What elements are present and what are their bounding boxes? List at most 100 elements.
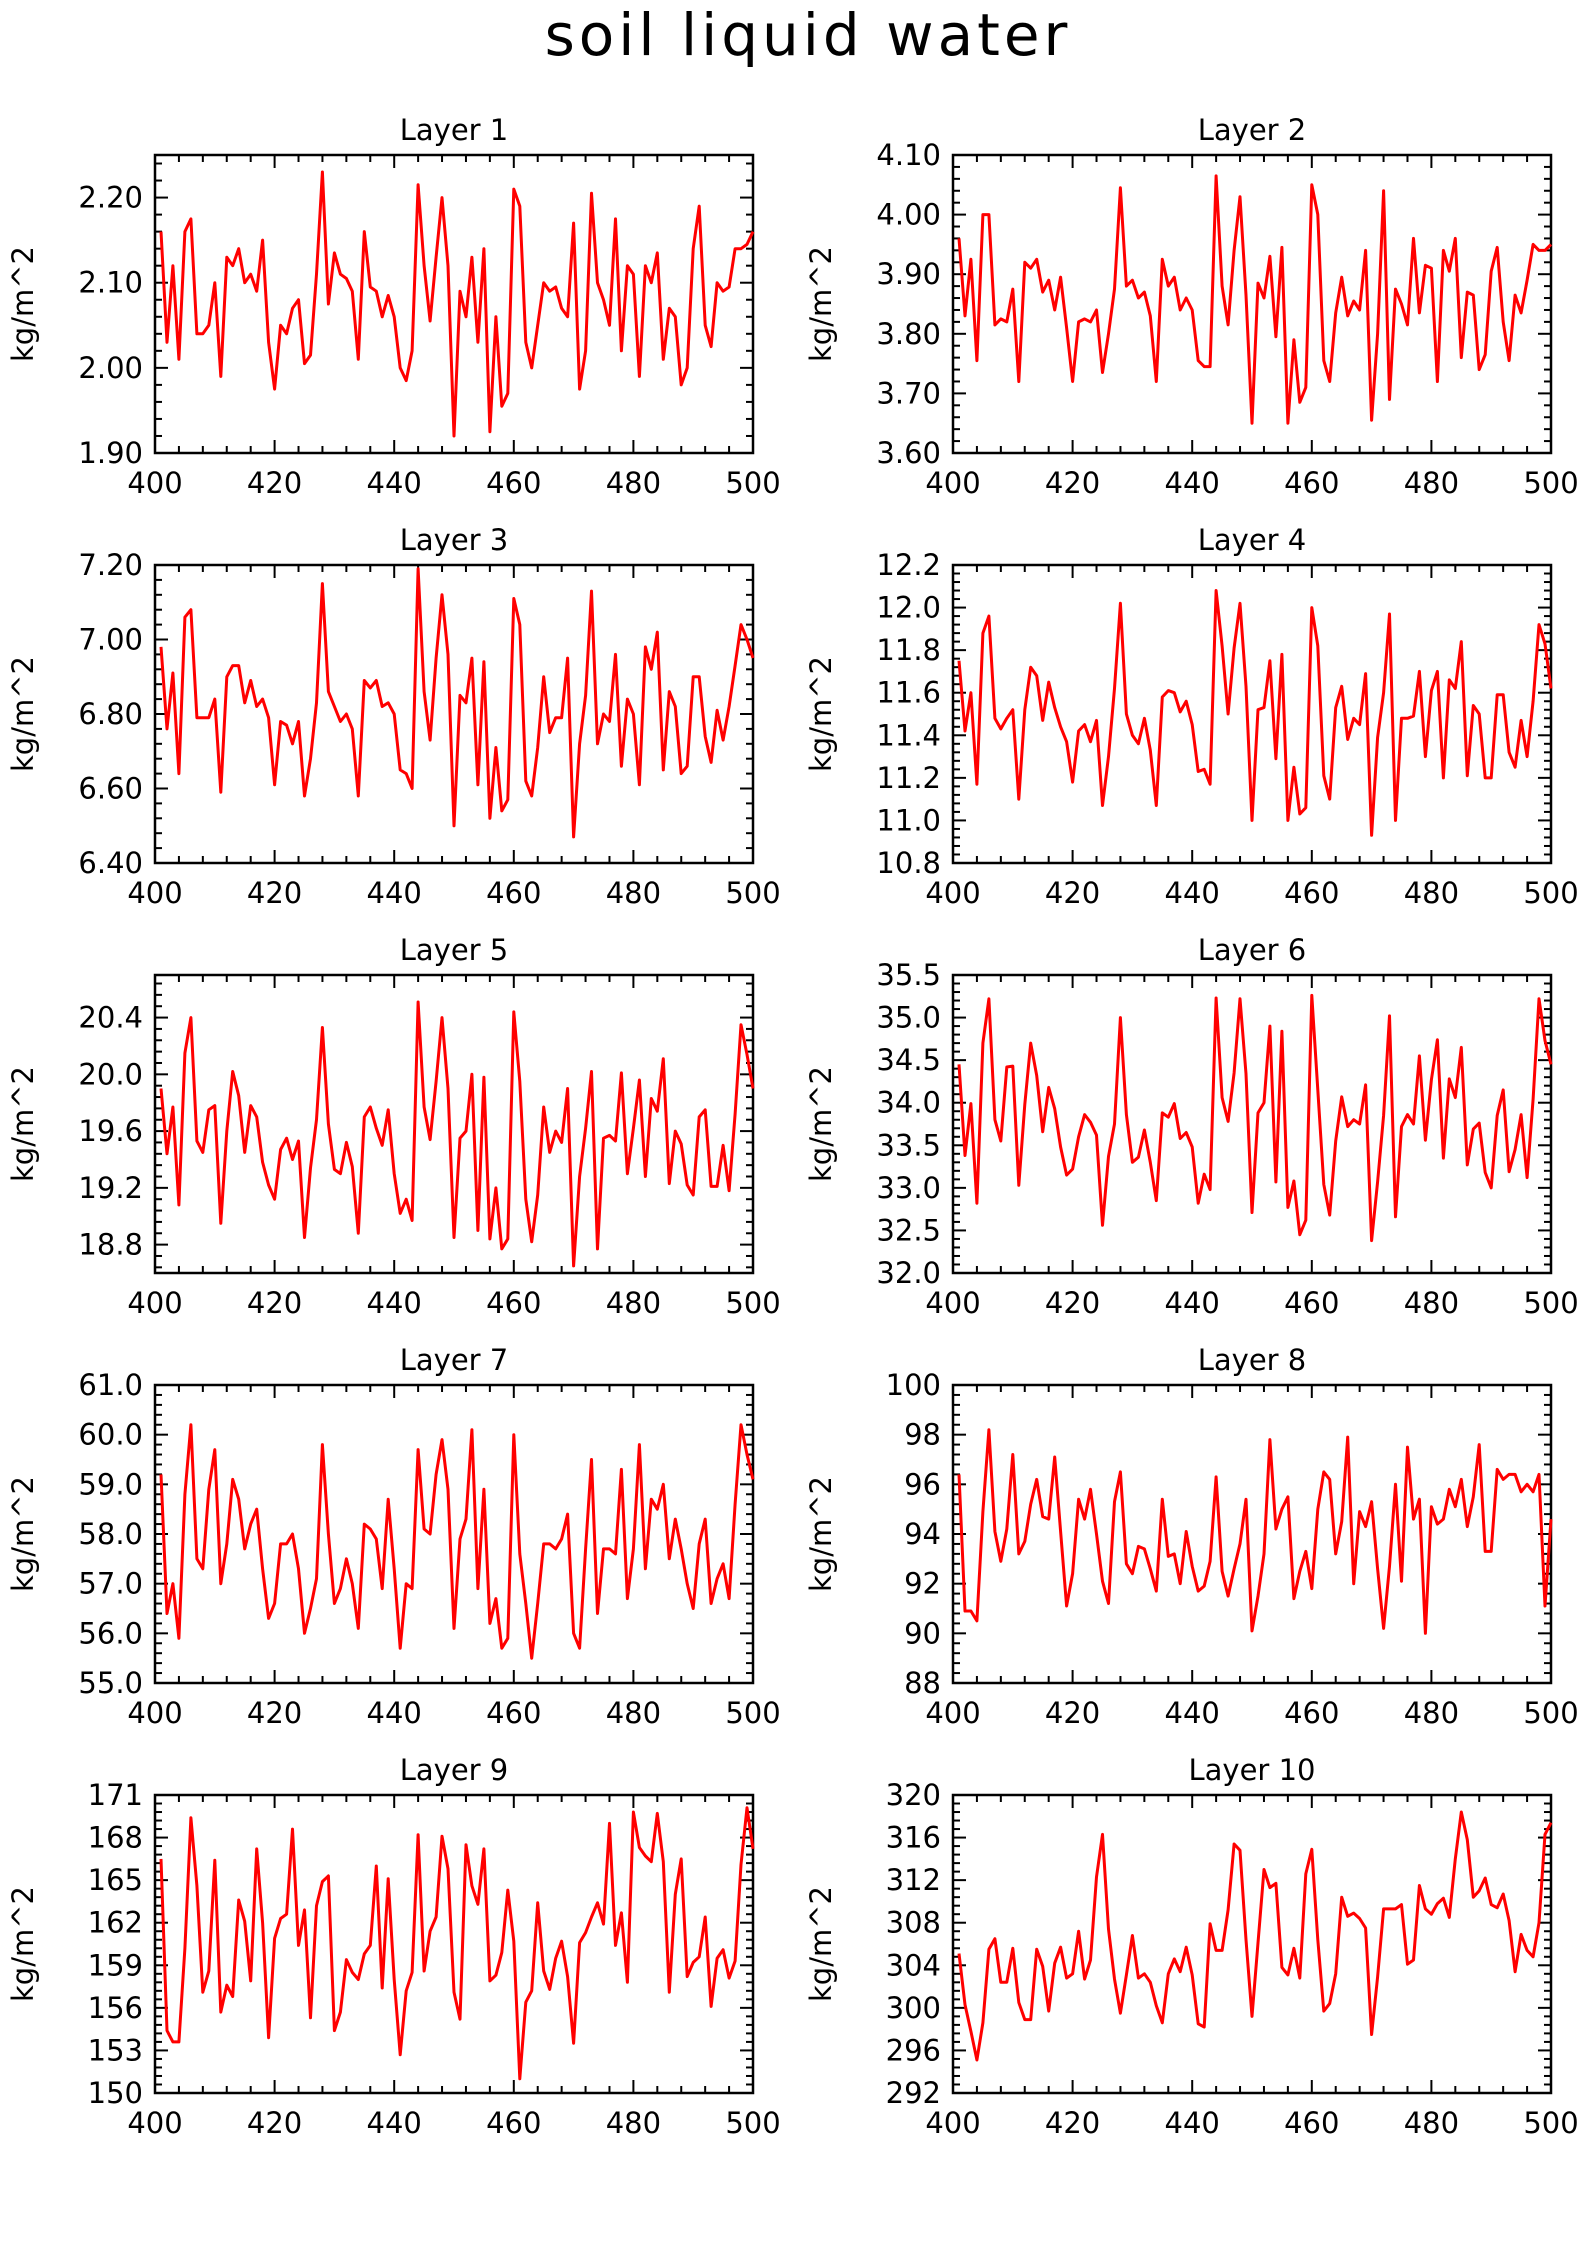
y-tick-label: 165 [88, 1863, 143, 1897]
x-tick-label: 420 [1045, 1286, 1100, 1320]
x-tick-label: 420 [1045, 466, 1100, 500]
y-tick-label: 12.0 [876, 591, 941, 625]
panel-layer-3: Layer 3 400 420 440 460 480 500 6.40 6.60 6.80 7.0… [6, 523, 781, 910]
panel-layer-10: Layer 10 400 420 440 460 480 500 292 296 300 304 30… [804, 1753, 1579, 2140]
plot-frame [153, 153, 755, 455]
x-tick-label: 440 [367, 876, 422, 910]
y-tick-label: 10.8 [876, 846, 941, 880]
y-axis-label: kg/m^2 [804, 1066, 838, 1182]
x-tick-label: 420 [1045, 2106, 1100, 2140]
x-tick-label: 440 [1165, 466, 1220, 500]
y-tick-label: 56.0 [78, 1616, 143, 1650]
x-tick-label: 480 [606, 876, 661, 910]
y-tick-label: 11.2 [876, 761, 941, 795]
x-tick-label: 500 [725, 876, 780, 910]
y-tick-label: 320 [886, 1778, 941, 1812]
x-tick-label: 440 [367, 2106, 422, 2140]
y-tick-label: 153 [88, 2033, 143, 2067]
panel-title: Layer 2 [1198, 113, 1307, 147]
y-tick-label: 3.70 [876, 376, 941, 410]
x-tick-label: 460 [486, 876, 541, 910]
x-tick-label: 420 [247, 466, 302, 500]
y-tick-label: 19.6 [78, 1114, 143, 1148]
x-tick-label: 500 [725, 1696, 780, 1730]
panel-layer-8: Layer 8 400 420 440 460 480 500 88 90 92 94 96 98 100… [804, 1343, 1579, 1730]
panel-layer-5: Layer 5 400 420 440 460 480 500 18.8 19.2 19.6 20.… [6, 933, 781, 1320]
x-tick-label: 400 [925, 466, 980, 500]
y-tick-label: 94 [904, 1517, 941, 1551]
y-tick-label: 300 [886, 1991, 941, 2025]
series-line [957, 1428, 1553, 1635]
y-tick-label: 308 [886, 1906, 941, 1940]
x-tick-label: 440 [1165, 1286, 1220, 1320]
x-tick-label: 400 [925, 2106, 980, 2140]
plot-frame [951, 1383, 1553, 1685]
y-tick-label: 35.0 [876, 1001, 941, 1035]
y-tick-label: 35.5 [876, 958, 941, 992]
x-tick-label: 480 [606, 466, 661, 500]
y-tick-label: 90 [904, 1616, 941, 1650]
panel-layer-6: Layer 6 400 420 440 460 480 500 32.0 32.5 33.0 33.… [804, 933, 1579, 1320]
y-tick-label: 18.8 [78, 1228, 143, 1262]
y-axis-label: kg/m^2 [804, 1476, 838, 1592]
x-tick-label: 500 [1523, 2106, 1578, 2140]
x-tick-label: 440 [367, 466, 422, 500]
x-tick-label: 460 [1284, 876, 1339, 910]
y-tick-label: 96 [904, 1467, 941, 1501]
panel-layer-2: Layer 2 400 420 440 460 480 500 3.60 3.70 3.80 3.9… [804, 113, 1579, 500]
y-tick-label: 20.0 [78, 1057, 143, 1091]
x-tick-label: 420 [1045, 1696, 1100, 1730]
y-tick-label: 296 [886, 2033, 941, 2067]
y-tick-label: 20.4 [78, 1001, 143, 1035]
x-tick-label: 400 [127, 1286, 182, 1320]
y-tick-label: 6.80 [78, 697, 143, 731]
y-tick-label: 11.0 [876, 803, 941, 837]
y-tick-label: 159 [88, 1948, 143, 1982]
x-tick-label: 420 [1045, 876, 1100, 910]
y-axis-label: kg/m^2 [6, 1886, 40, 2002]
y-tick-label: 3.80 [876, 317, 941, 351]
y-axis-label: kg/m^2 [804, 246, 838, 362]
panel-layer-1: Layer 1 400 420 440 460 480 500 1.90 2.00 2.10 2.2… [6, 113, 781, 500]
x-tick-label: 500 [1523, 876, 1578, 910]
x-tick-label: 400 [127, 466, 182, 500]
y-tick-label: 7.20 [78, 548, 143, 582]
panel-title: Layer 9 [400, 1753, 509, 1787]
panel-layer-9: Layer 9 400 420 440 460 480 500 150 153 156 159 162… [6, 1753, 781, 2140]
series-line [957, 993, 1553, 1243]
y-tick-label: 57.0 [78, 1567, 143, 1601]
y-tick-label: 156 [88, 1991, 143, 2025]
y-axis-label: kg/m^2 [6, 1476, 40, 1592]
y-tick-label: 32.0 [876, 1256, 941, 1290]
x-tick-label: 440 [1165, 1696, 1220, 1730]
y-tick-label: 292 [886, 2076, 941, 2110]
series-line [957, 1810, 1553, 2062]
x-tick-label: 480 [1404, 876, 1459, 910]
y-tick-label: 171 [88, 1778, 143, 1812]
y-tick-label: 59.0 [78, 1467, 143, 1501]
x-tick-label: 400 [127, 1696, 182, 1730]
x-tick-label: 460 [486, 466, 541, 500]
y-tick-label: 11.6 [876, 676, 941, 710]
plot-frame [951, 563, 1553, 865]
plot-frame [951, 153, 1553, 455]
y-tick-label: 150 [88, 2076, 143, 2110]
y-tick-label: 2.10 [78, 266, 143, 300]
x-tick-label: 480 [1404, 466, 1459, 500]
plot-frame [153, 1383, 755, 1685]
y-tick-label: 6.60 [78, 772, 143, 806]
x-tick-label: 460 [1284, 1696, 1339, 1730]
x-tick-label: 480 [606, 1696, 661, 1730]
panel-title: Layer 10 [1189, 1753, 1316, 1787]
y-tick-label: 3.90 [876, 257, 941, 291]
y-tick-label: 19.2 [78, 1171, 143, 1205]
x-tick-label: 480 [606, 1286, 661, 1320]
series-line [159, 170, 755, 438]
y-tick-label: 1.90 [78, 436, 143, 470]
y-tick-label: 33.5 [876, 1128, 941, 1162]
x-tick-label: 460 [486, 1286, 541, 1320]
panels: Layer 1 400 420 440 460 480 500 1.90 2.00 2.10 2.2… [6, 113, 1579, 2140]
y-tick-label: 92 [904, 1567, 941, 1601]
y-tick-label: 168 [88, 1821, 143, 1855]
